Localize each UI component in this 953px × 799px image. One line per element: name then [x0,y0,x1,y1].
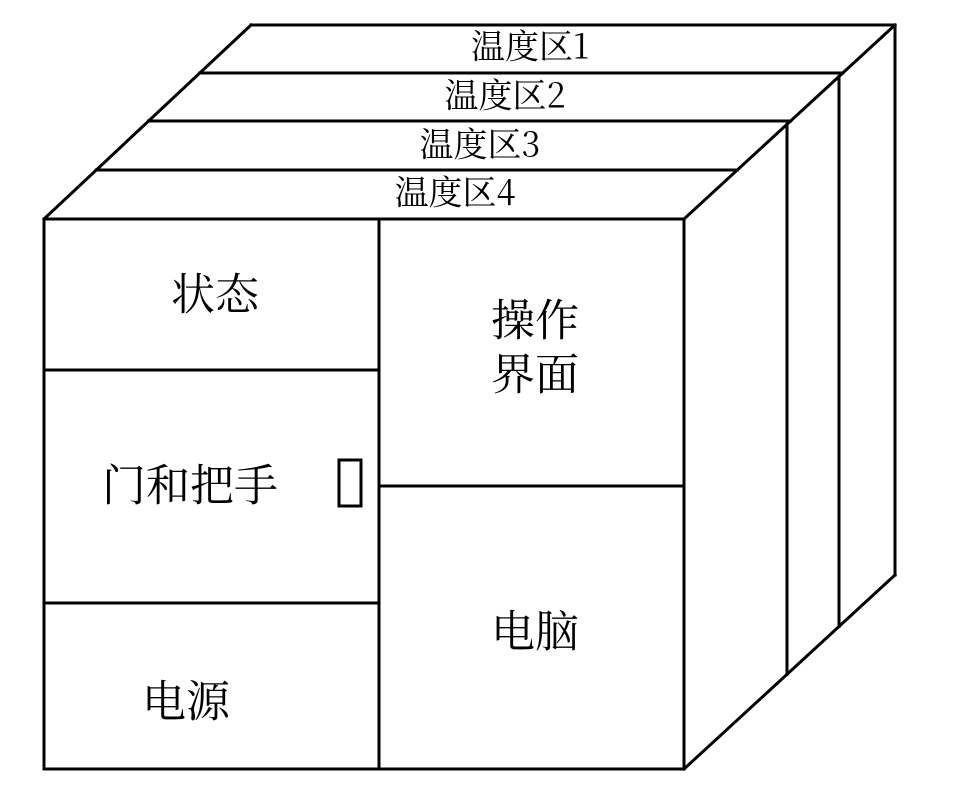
label-zone3: 温度区3 [420,118,541,167]
door-handle-icon [339,460,361,506]
label-power: 电源 [142,665,231,729]
label-status: 状态 [171,258,260,322]
label-door: 门和把手 [102,449,278,513]
label-computer: 电脑 [491,595,579,659]
edge-bottom-right-slant [684,575,895,769]
label-zone1: 温度区1 [471,20,589,69]
label-ui-line2: 界面 [491,338,579,402]
label-zone4: 温度区4 [395,166,516,215]
label-zone2: 温度区2 [445,69,566,118]
